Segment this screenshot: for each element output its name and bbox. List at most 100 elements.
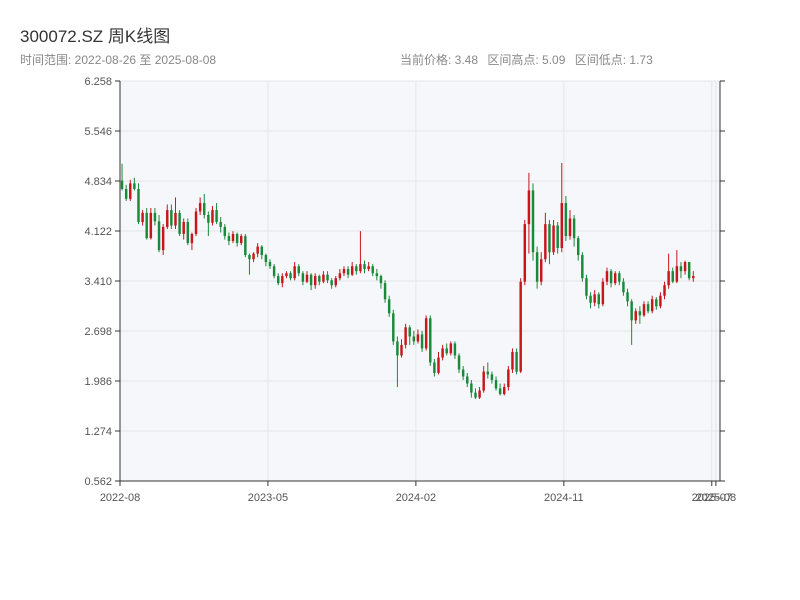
candle-body [400,344,403,356]
candle-body [597,294,600,305]
candle-body [424,318,428,349]
candle-body [556,225,559,248]
candle-body [276,276,280,284]
candle-body [120,180,124,190]
candle-body [466,376,469,384]
candle-body [219,222,222,227]
candle-body [433,362,436,373]
candle-body [186,222,190,244]
price-stats: 当前价格: 3.48 区间高点: 5.09 区间低点: 1.73 [400,51,659,68]
candle-body [568,218,572,237]
candle-body [548,224,551,253]
candle-body [671,271,674,282]
y-tick-label: 3.410 [84,276,112,288]
candle-body [642,304,646,316]
candle-body [227,236,231,241]
candle-body [494,380,498,389]
candle-body [383,283,387,300]
candle-body [564,203,568,237]
candle-body [531,190,535,253]
candle-body [576,238,580,256]
candle-body [301,273,305,282]
candle-body [416,334,420,342]
candle-body [363,264,366,270]
y-tick-label: 2.698 [84,326,112,338]
candle-body [322,274,325,282]
candle-body [478,390,481,398]
candle-body [626,292,629,302]
candle-body [149,212,153,239]
candle-body [461,369,465,377]
candle-body [659,295,662,307]
candle-body [687,262,691,279]
candle-body [470,383,473,393]
candle-body [523,224,527,282]
y-tick-label: 4.834 [84,176,112,188]
candle-body [359,264,362,272]
candle-body [157,221,161,251]
candle-body [515,351,518,372]
high-price-label: 区间高点: 5.09 [487,53,566,67]
candle-body [289,273,292,279]
candle-body [613,273,617,284]
candle-body [268,262,272,267]
candle-body [552,225,555,253]
candle-body [207,214,210,223]
candle-body [618,273,621,282]
low-price-label: 区间低点: 1.73 [574,53,653,67]
candle-body [589,295,592,303]
candle-body [252,253,255,260]
candle-body [379,276,383,284]
candle-body [429,318,432,363]
candle-body [182,222,185,234]
candle-body [482,371,485,391]
candle-body [667,271,670,286]
candle-body [634,311,637,321]
candle-body [281,276,284,284]
candle-body [646,304,650,312]
candle-body [412,336,416,342]
candle-body [211,210,214,223]
date-range-label: 时间范围: 2022-08-26 至 2025-08-08 [20,53,217,67]
candle-body [630,301,633,321]
candle-body [326,274,329,281]
y-tick-label: 6.258 [84,76,112,88]
candle-body [133,183,136,190]
candle-body [622,281,625,293]
candle-body [679,266,683,272]
candle-body [581,255,584,279]
candle-body [235,233,239,244]
candle-body [449,343,453,354]
candle-body [638,311,642,316]
chart-title: 300072.SZ 周K线图 [20,27,171,46]
candle-body [203,203,206,215]
y-tick-label: 5.546 [84,126,112,138]
candle-body [223,226,227,237]
candle-body [231,233,235,241]
candle-body [392,313,395,342]
candle-body [605,271,609,282]
y-tick-label: 1.274 [84,426,112,438]
y-tick-label: 1.986 [84,376,112,388]
candle-body [396,341,399,356]
x-tick-label: 2023-05 [248,492,288,504]
candle-body [445,348,448,354]
candle-body [334,278,337,286]
candle-body [650,299,654,312]
candle-body [260,246,264,256]
x-tick-label: 2024-02 [396,492,436,504]
candle-body [305,274,309,282]
candle-body [161,226,165,251]
x-tick-label: 2024-11 [544,492,584,504]
x-tick-label: 2025-08 [696,492,736,504]
candle-body [313,276,317,286]
candle-body [535,252,539,282]
candle-body [560,203,564,248]
candle-body [692,276,695,279]
candle-body [264,255,268,263]
y-tick-label: 0.562 [84,476,112,488]
candle-body [293,266,296,279]
candle-body [272,266,276,277]
candle-body [338,273,342,279]
